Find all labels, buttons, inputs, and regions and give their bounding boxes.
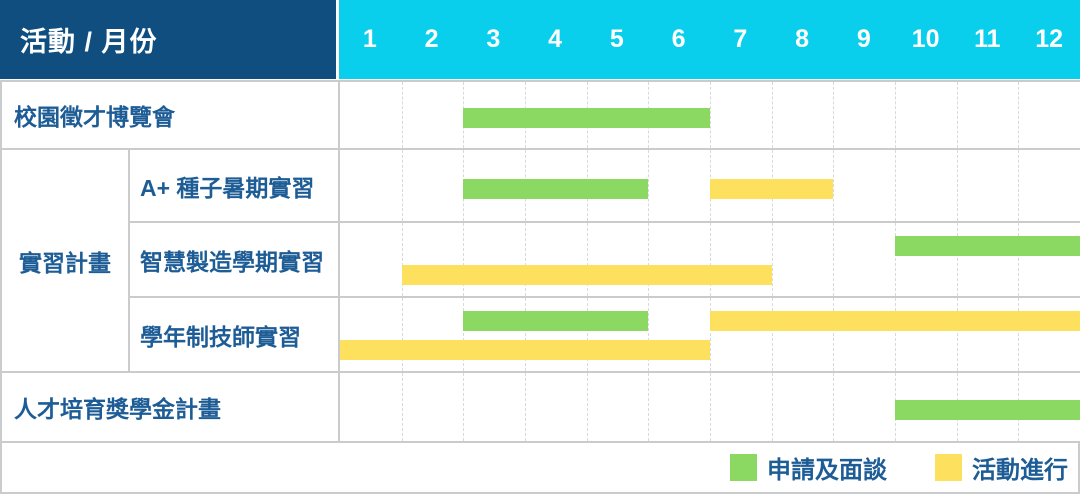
month-gridline — [771, 82, 773, 148]
month-gridline — [1018, 82, 1020, 148]
month-gridline — [586, 298, 588, 371]
legend-label: 申請及面談 — [767, 457, 887, 484]
month-label-2: 2 — [424, 25, 439, 53]
month-gridline — [401, 82, 403, 148]
month-gridline — [895, 223, 896, 296]
row-timeline — [338, 221, 1080, 296]
gantt-bar-activity — [401, 264, 772, 285]
month-gridline — [833, 223, 835, 296]
gantt-bar-apply — [463, 108, 710, 128]
row-label: 人才培育獎學金計畫 — [2, 371, 338, 441]
legend-color-activity — [935, 454, 962, 481]
legend-label: 活動進行 — [972, 457, 1068, 484]
month-gridline — [771, 373, 773, 441]
row-timeline — [338, 296, 1080, 371]
month-label-8: 8 — [795, 25, 810, 53]
month-gridline — [1018, 223, 1020, 296]
month-gridline — [710, 373, 711, 441]
row-label: 智慧製造學期實習 — [128, 221, 338, 296]
month-gridline — [771, 298, 773, 371]
table-header: 活動 / 月份 1 2 3 4 5 6 7 8 9 10 11 12 — [0, 0, 1080, 79]
month-gridline — [648, 373, 650, 441]
row-label: A+ 種子暑期實習 — [128, 148, 338, 221]
gantt-bar-apply — [463, 178, 649, 199]
month-header-strip: 1 2 3 4 5 6 7 8 9 10 11 12 — [339, 0, 1080, 79]
month-gridline — [710, 82, 711, 148]
month-gridline — [710, 223, 711, 296]
month-label-7: 7 — [733, 25, 748, 53]
group-label: 實習計畫 — [2, 148, 128, 371]
month-gridline — [586, 223, 588, 296]
legend-color-apply — [730, 454, 757, 481]
month-gridline — [463, 373, 465, 441]
month-gridline — [833, 82, 835, 148]
month-label-6: 6 — [671, 25, 686, 53]
legend: 申請及面談 活動進行 — [0, 441, 1080, 494]
month-label-3: 3 — [486, 25, 501, 53]
month-gridline — [1018, 298, 1020, 371]
month-gridline — [463, 223, 465, 296]
month-gridline — [401, 223, 403, 296]
month-gridline — [833, 298, 835, 371]
gantt-bar-apply — [463, 310, 649, 331]
gantt-bar-activity — [710, 178, 834, 199]
month-gridline — [895, 150, 896, 221]
row-timeline — [338, 148, 1080, 221]
month-gridline — [956, 298, 958, 371]
gantt-bar-apply — [895, 235, 1080, 256]
month-gridline — [401, 373, 403, 441]
row-timeline — [338, 82, 1080, 148]
header-corner-label: 活動 / 月份 — [0, 0, 336, 79]
month-label-1: 1 — [362, 25, 377, 53]
month-gridline — [463, 298, 465, 371]
gantt-bar-activity — [710, 310, 1080, 331]
month-gridline — [833, 150, 835, 221]
month-gridline — [525, 373, 526, 441]
month-gridline — [648, 298, 650, 371]
month-label-9: 9 — [856, 25, 871, 53]
month-label-10: 10 — [911, 25, 940, 53]
row-label: 學年制技師實習 — [128, 296, 338, 371]
month-gridline — [525, 223, 526, 296]
month-gridline — [1018, 150, 1020, 221]
row-label: 校園徵才博覽會 — [14, 104, 175, 130]
month-gridline — [586, 373, 588, 441]
month-gridline — [710, 298, 711, 371]
month-label-4: 4 — [548, 25, 563, 53]
gantt-body: 校園徵才博覽會實習計畫 A+ 種子暑期實習 智慧製造學期實習 學年制技師實習 人才培育獎… — [0, 80, 1080, 441]
month-gridline — [771, 223, 773, 296]
month-gridline — [833, 373, 835, 441]
month-label-12: 12 — [1035, 25, 1064, 53]
month-gridline — [956, 223, 958, 296]
month-gridline — [525, 298, 526, 371]
row-timeline — [338, 371, 1080, 441]
month-label-5: 5 — [609, 25, 624, 53]
month-gridline — [648, 223, 650, 296]
gantt-bar-apply — [895, 400, 1080, 420]
month-gridline — [648, 150, 650, 221]
month-gridline — [895, 298, 896, 371]
month-gridline — [956, 150, 958, 221]
month-label-11: 11 — [974, 25, 1001, 53]
month-gridline — [956, 82, 958, 148]
legend-item-activity: 活動進行 — [935, 450, 1068, 485]
month-gridline — [401, 298, 403, 371]
legend-item-apply: 申請及面談 — [730, 450, 887, 485]
month-gridline — [895, 82, 896, 148]
month-gridline — [401, 150, 403, 221]
gantt-bar-activity — [340, 339, 710, 360]
